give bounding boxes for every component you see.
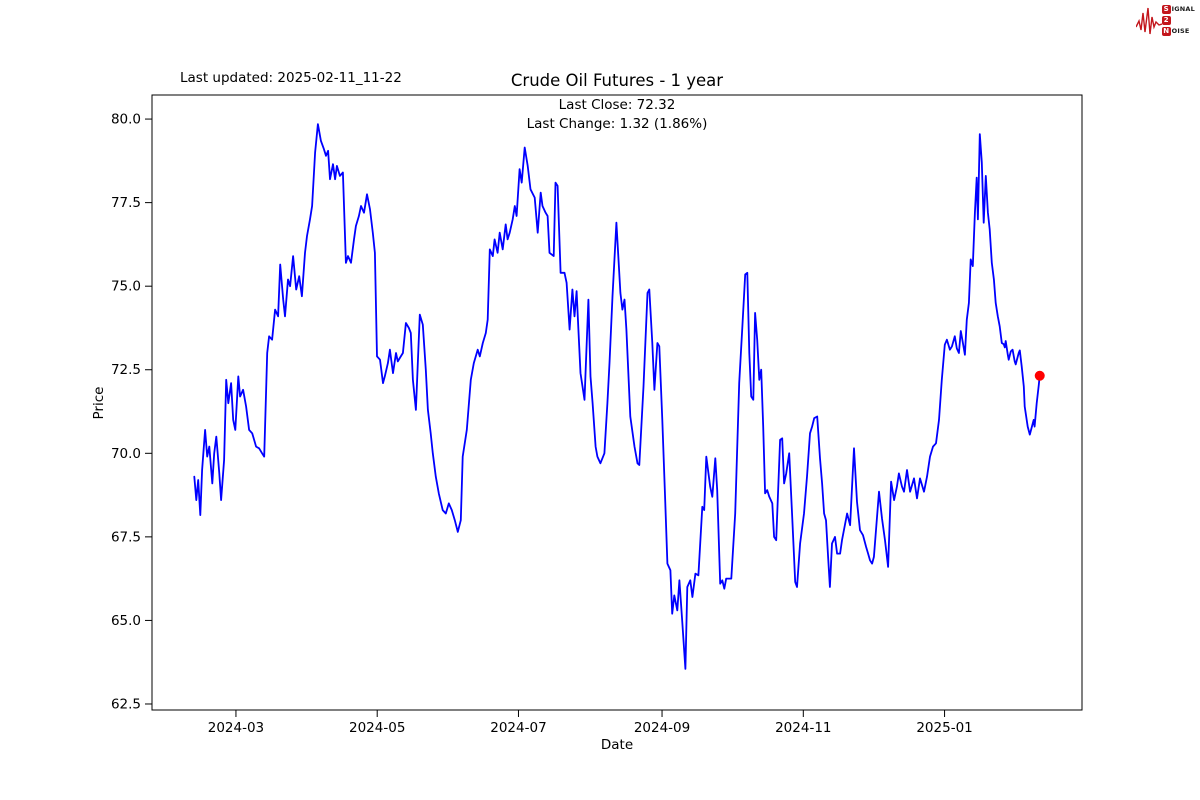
signal2noise-logo: S IGNAL 2 N OISE	[1135, 4, 1195, 36]
x-tick-label: 2024-09	[634, 720, 690, 736]
x-tick-label: 2024-03	[208, 720, 264, 736]
y-tick-label: 80.0	[111, 112, 141, 128]
y-tick-label: 62.5	[111, 696, 141, 712]
x-tick-label: 2024-07	[490, 720, 546, 736]
logo-letter-2: 2	[1161, 15, 1171, 25]
y-tick-label: 65.0	[111, 613, 141, 629]
price-line	[193, 123, 1041, 670]
last-price-dot	[1034, 370, 1045, 381]
waveform-icon	[1135, 7, 1162, 35]
chart-title: Crude Oil Futures - 1 year	[510, 71, 724, 90]
last-close-label: Last Close: 72.32	[558, 97, 676, 113]
x-tick-label: 2024-11	[775, 720, 831, 736]
logo-row-noise: N OISE	[1161, 26, 1195, 36]
logo-row-signal: S IGNAL	[1161, 4, 1195, 14]
x-tick-label: 2024-05	[349, 720, 405, 736]
last-change-label: Last Change: 1.32 (1.86%)	[526, 115, 708, 132]
y-tick-label: 67.5	[111, 529, 141, 545]
y-tick-label: 77.5	[111, 195, 141, 211]
logo-text-oise: OISE	[1171, 27, 1190, 35]
logo-row-2: 2	[1161, 15, 1195, 25]
logo-text-ignal: IGNAL	[1171, 5, 1195, 13]
logo-letter-s: S	[1161, 4, 1171, 14]
x-axis-label: Date	[600, 737, 634, 753]
y-tick-label: 70.0	[111, 446, 141, 462]
x-tick-label: 2025-01	[916, 720, 972, 736]
logo-letter-n: N	[1161, 26, 1171, 36]
y-tick-label: 72.5	[111, 362, 141, 378]
y-tick-label: 75.0	[111, 279, 141, 295]
last-updated-label: Last updated: 2025-02-11_11-22	[180, 70, 402, 86]
chart-subtitle: Last Close: 72.32 Last Change: 1.32 (1.8…	[152, 96, 1082, 133]
logo-text: S IGNAL 2 N OISE	[1161, 4, 1195, 36]
plot-border	[151, 94, 1083, 711]
